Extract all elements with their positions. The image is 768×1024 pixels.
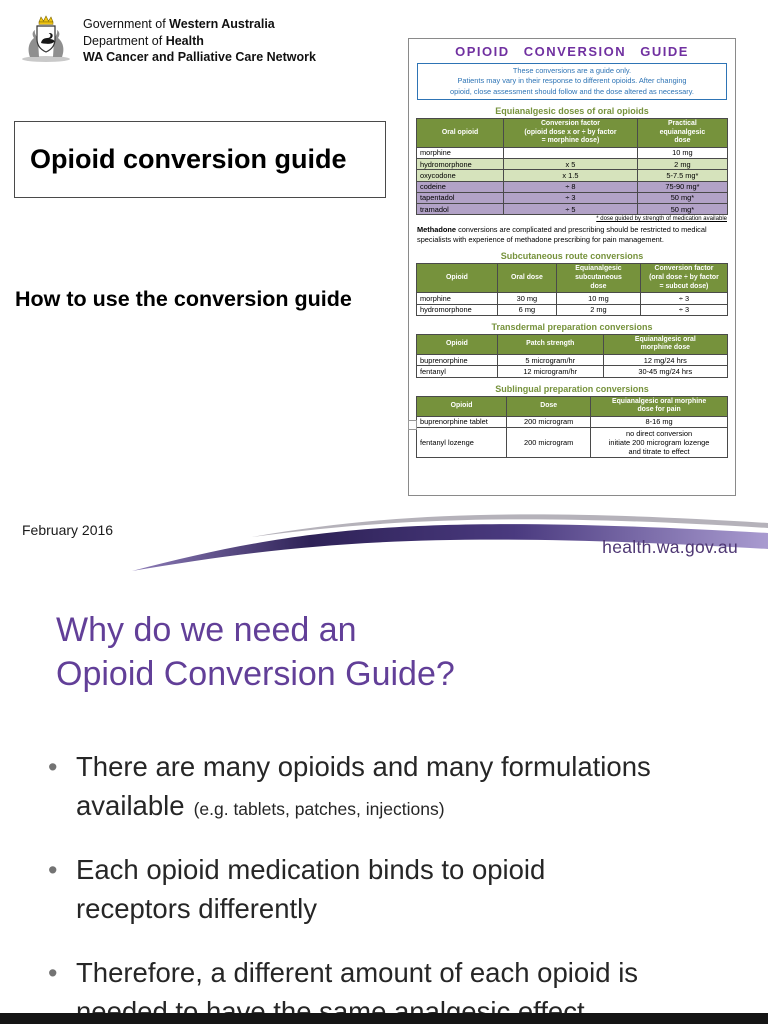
logo-line-government: Government of Western Australia [83,17,275,31]
logo-line-department: Department of Health [83,33,204,48]
table-row: codeine ÷ 8 75-90 mg* [415,180,729,193]
col-header: Dose [506,395,592,417]
table-header-row: Opioid Dose Equianalgesic oral morphine … [415,395,728,417]
transdermal-conversion-table: Opioid Patch strength Equianalgesic oral… [416,333,729,378]
oral-section-heading: Equianalgesic doses of oral opioids [495,106,649,117]
col-header: Opioid [415,395,508,417]
bullet-text: Each opioid medication binds to opioid r… [76,854,546,924]
bullet-icon: • [48,855,58,885]
footer-swoosh-graphic [132,514,768,571]
wa-coat-of-arms-icon [22,15,70,62]
wa-health-logo: Government of Western Australia Departme… [18,13,316,66]
opioid-conversion-guide-panel: OPIOID CONVERSION GUIDE These conversion… [408,38,736,496]
col-header: Equianalgesic oral morphine dose for pai… [590,395,728,417]
slide2-title: Why do we need an Opioid Conversion Guid… [56,608,455,696]
bullet-icon: • [48,958,58,988]
slide2-title-line2: Opioid Conversion Guide? [56,655,455,694]
bottom-bar [0,1013,768,1024]
slide-date: February 2016 [22,522,114,538]
bullet-list: • There are many opioids and many formul… [48,748,728,1024]
list-item: • Therefore, a different amount of each … [48,954,728,1024]
col-header: Equianalgesic oral morphine dose [602,333,729,356]
sublingual-conversion-table: Opioid Dose Equianalgesic oral morphine … [415,395,728,458]
website-url: health.wa.gov.au [602,537,738,557]
list-item: • There are many opioids and many formul… [48,748,728,825]
col-header: Opioid [416,333,498,356]
table-row: morphine 30 mg 10 mg ÷ 3 [416,292,729,305]
col-header: Practical equianalgesic dose [636,118,729,148]
list-item: • Each opioid medication binds to opioid… [48,851,728,928]
methadone-note: Methadone conversions are complicated an… [417,225,707,245]
logo-text: Government of Western Australia Departme… [83,13,316,66]
table-footnote: * dose guided by strength of medication … [596,216,727,223]
table-row: fentanyl lozenge 200 microgram no direct c… [415,427,728,458]
sublingual-section-heading: Sublingual preparation conversions [495,383,649,394]
col-header: Patch strength [496,333,604,356]
slide-subtitle: How to use the conversion guide [15,287,352,311]
table-header-row: Opioid Patch strength Equianalgesic oral… [416,333,729,356]
bullet-note: (e.g. tablets, patches, injections) [193,798,445,819]
table-row: buprenorphine tablet 200 microgram 8-16 mg [415,415,728,429]
table-header-row: Opioid Oral dose Equianalgesic subcutane… [416,263,729,294]
table-header-row: Oral opioid Conversion factor (opioid do… [415,118,729,148]
col-header: Oral opioid [415,118,505,148]
table-row: hydromorphone 6 mg 2 mg ÷ 3 [416,303,729,316]
guide-disclaimer: These conversions are a guide only. Pati… [417,63,727,101]
col-header: Oral dose [496,263,557,294]
slide-title: Opioid conversion guide [30,144,347,174]
col-header: Conversion factor (opioid dose x or ÷ by… [503,118,638,148]
slide2-title-line1: Why do we need an [56,611,357,649]
col-header: Opioid [416,263,498,294]
table-row: oxycodone x 1.5 5-7.5 mg* [415,169,729,182]
transdermal-section-heading: Transdermal preparation conversions [491,321,653,332]
logo-line-network: WA Cancer and Palliative Care Network [83,50,316,64]
table-row: buprenorphine 5 microgram/hr 12 mg/24 hrs [416,354,729,367]
bullet-icon: • [48,752,58,782]
table-row: fentanyl 12 microgram/hr 30-45 mg/24 hrs [416,365,729,378]
bullet-text: Therefore, a different amount of each op… [76,957,639,1024]
subcut-section-heading: Subcutaneous route conversions [500,251,644,262]
slide-title-box: Opioid conversion guide [14,121,386,198]
table-row: tramadol ÷ 5 50 mg* [415,203,729,216]
subcutaneous-conversion-table: Opioid Oral dose Equianalgesic subcutane… [416,263,729,316]
col-header: Equianalgesic subcutaneous dose [555,263,641,294]
col-header: Conversion factor (oral dose ÷ by factor… [639,263,729,294]
table-row: tapentadol ÷ 3 50 mg* [415,191,729,205]
guide-title: OPIOID CONVERSION GUIDE [455,44,689,59]
bullet-text: There are many opioids and many formulat… [76,751,651,821]
oral-conversion-table: Oral opioid Conversion factor (opioid do… [415,118,729,216]
table-row: morphine 10 mg [415,146,729,160]
image-placeholder-icon [408,420,417,430]
